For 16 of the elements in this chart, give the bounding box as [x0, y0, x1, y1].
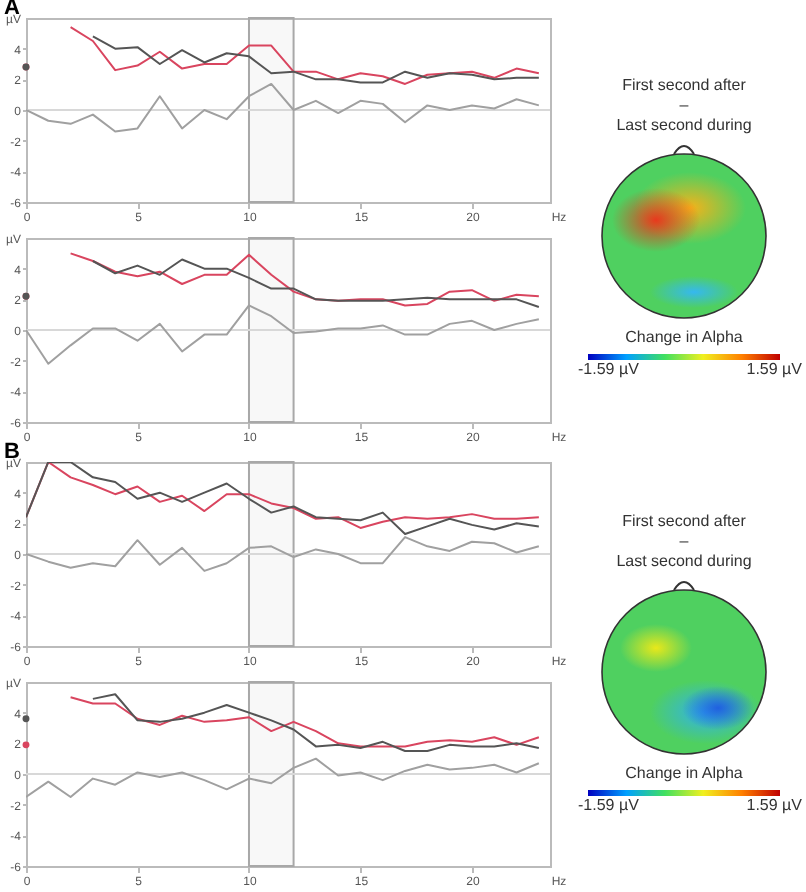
- text: 1.59 µV: [746, 360, 802, 380]
- color-bar-title: Change in Alpha: [623, 764, 745, 784]
- text: First second after: [620, 512, 748, 532]
- line-series: [26, 82, 540, 133]
- text: -1.59 µV: [578, 796, 639, 816]
- text: Last second during: [614, 116, 754, 136]
- line-series: [26, 304, 540, 365]
- text: -1.59 µV: [578, 360, 639, 380]
- text: –: [677, 96, 691, 116]
- text: Last second during: [614, 552, 754, 572]
- text: 1.59 µV: [746, 796, 802, 816]
- text: First second after: [620, 76, 748, 96]
- text: –: [677, 532, 691, 552]
- line-series: [26, 757, 540, 798]
- line-series: [26, 536, 540, 572]
- color-bar-title: Change in Alpha: [623, 328, 745, 348]
